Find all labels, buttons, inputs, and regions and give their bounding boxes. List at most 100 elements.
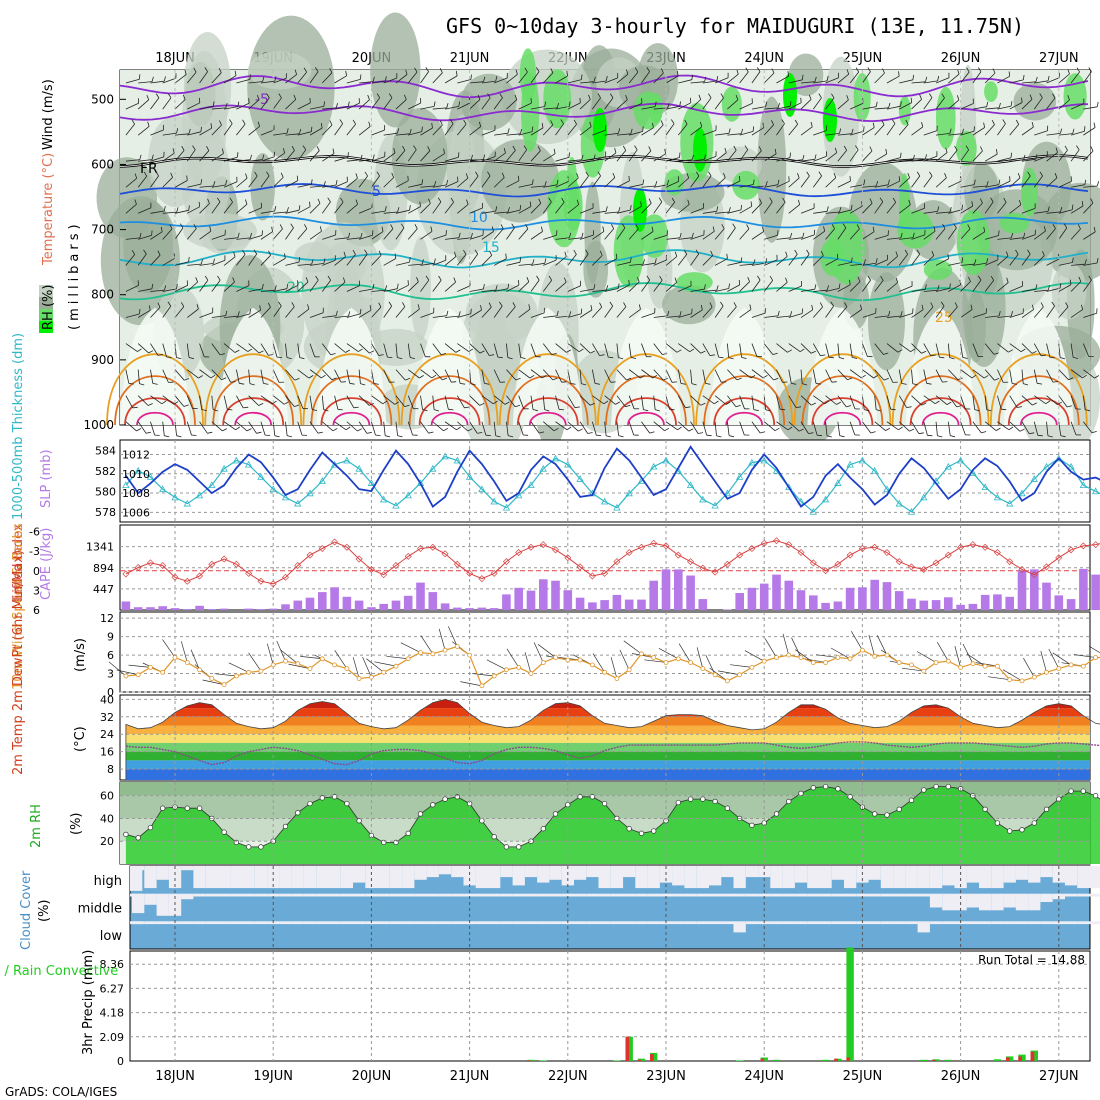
wind-barb-flag <box>438 275 442 281</box>
wind-barb <box>714 152 727 162</box>
wind-barb-flag <box>544 409 550 412</box>
wind-barb <box>739 369 752 379</box>
wind-barb-flag <box>956 95 960 101</box>
wind-barb-flag <box>421 259 424 265</box>
wind-barb-flag <box>861 201 863 207</box>
wind-barb <box>751 279 761 292</box>
wind-barb <box>948 306 958 318</box>
cloud-clear-cell <box>291 921 304 925</box>
wind-barb-flag <box>674 277 677 283</box>
wind-barb <box>493 97 503 110</box>
wind-barb-flag <box>198 375 203 379</box>
rh-patch-saturated <box>593 108 607 152</box>
wind-barb-flag <box>1029 94 1033 100</box>
wind-barb <box>456 395 465 409</box>
wind-barb-flag <box>851 204 853 210</box>
wind-barb <box>408 183 422 188</box>
wind-barb <box>322 124 333 136</box>
wind-barb-flag <box>880 275 884 281</box>
wind-barb-flag <box>664 148 666 154</box>
day-label-bottom: 26JUN <box>941 1069 981 1084</box>
wind-barb <box>948 209 962 214</box>
wind-barb-flag <box>352 249 356 255</box>
rh-point <box>1043 806 1050 812</box>
wind-barb <box>211 234 226 240</box>
wind-barb-flag <box>912 232 915 238</box>
wind-barb-flag <box>691 232 694 238</box>
wind-speed-point <box>295 661 301 667</box>
wind-barb <box>137 369 140 384</box>
wind-barb <box>911 207 925 214</box>
wind-barb <box>776 237 791 240</box>
wind-barb-flag <box>262 154 265 160</box>
wind-barb <box>1083 421 1093 434</box>
wind-barb <box>309 312 324 318</box>
cloud-clear-cell <box>709 893 722 897</box>
cape-bar <box>600 600 609 610</box>
wind-barb <box>297 228 308 240</box>
wind-barb <box>444 369 452 383</box>
wind-barb <box>972 231 985 240</box>
wind-barb <box>186 421 192 436</box>
wind-barb <box>481 343 490 356</box>
credit-text: GrADS: COLA/IGES <box>5 1085 117 1099</box>
wind-barb-flag <box>524 67 528 73</box>
cloud-clear-cell <box>340 893 353 897</box>
wind-barb-flag <box>898 71 900 77</box>
wind-barb <box>493 152 506 162</box>
wind-barb <box>420 203 431 214</box>
wind-barb <box>162 343 167 358</box>
wind-barb-flag <box>332 428 338 432</box>
wind-barb <box>702 369 706 384</box>
lifted-index-point <box>871 543 879 551</box>
cloud-clear-cell <box>205 921 218 925</box>
wind-barb <box>727 180 741 188</box>
wind-barb-flag <box>585 249 589 255</box>
wind-barb <box>371 255 382 266</box>
wind-barb-flag <box>659 275 663 281</box>
wind-barb-flag <box>234 70 237 76</box>
wind-barb <box>236 421 248 432</box>
lifted-index-point <box>392 562 400 570</box>
wind-barb <box>1034 289 1049 292</box>
wind-barb <box>862 395 865 410</box>
cape-bar <box>268 608 278 610</box>
wind-barb <box>1046 421 1049 436</box>
cloud-clear-cell <box>635 866 648 889</box>
wind-barb <box>493 305 503 318</box>
wind-barb-flag <box>946 401 952 405</box>
wind-barb-flag <box>718 356 724 359</box>
wind-barb <box>972 202 983 214</box>
cape-bar <box>146 607 155 610</box>
wind-barb <box>641 312 655 318</box>
rh-point <box>945 783 951 790</box>
wind-barb <box>309 263 324 266</box>
wind-barb <box>457 421 469 432</box>
wind-barb-flag <box>497 356 503 359</box>
wind-barb-flag <box>487 93 491 99</box>
thickness-point <box>1042 462 1051 470</box>
wind-barb-flag <box>505 253 507 259</box>
wind-barb <box>960 228 971 240</box>
slp-tick-label: 1012 <box>122 448 150 461</box>
wind-barb <box>162 77 177 84</box>
wind-barb <box>456 369 461 384</box>
wind-barb-flag <box>541 122 544 128</box>
wind-barb <box>248 421 257 434</box>
wind-barb-flag <box>806 171 810 177</box>
isotherm-warm-arch <box>212 375 295 426</box>
rh-point <box>798 790 804 797</box>
wind-barb <box>150 97 160 110</box>
wind-barb <box>506 261 521 266</box>
wind-barb <box>1046 287 1061 292</box>
wind-barb <box>334 237 349 240</box>
wind-barb <box>763 201 773 214</box>
wind-barb-flag <box>709 302 713 308</box>
wind-barb <box>874 343 884 355</box>
thickness-point <box>244 460 253 468</box>
wind-barb <box>1009 124 1020 136</box>
cape-bar <box>723 609 732 610</box>
wind-barb-flag <box>901 383 907 385</box>
wind-10m-barb <box>644 659 667 663</box>
wind-barb-flag <box>1064 145 1068 151</box>
